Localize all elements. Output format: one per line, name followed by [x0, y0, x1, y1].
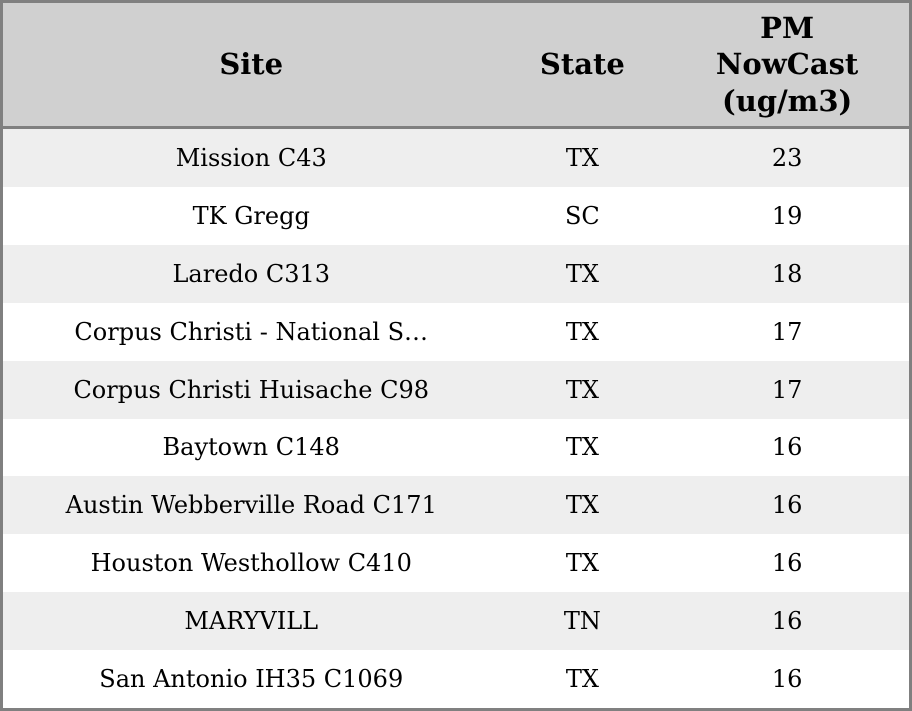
pm-value-cell: 17 [771, 317, 803, 346]
table-row: Laredo C313 TX 18 [3, 244, 909, 303]
state-cell: TX [565, 143, 599, 172]
site-cell: Austin Webberville Road C171 [65, 491, 437, 520]
site-cell: Baytown C148 [162, 433, 340, 462]
pm-value-cell: 18 [771, 259, 803, 288]
site-cell: Corpus Christi Huisache C98 [73, 375, 430, 404]
column-header-state: State [539, 47, 625, 82]
state-cell: SC [564, 201, 600, 230]
state-cell: TN [563, 607, 601, 636]
table-row: MARYVILL TN 16 [3, 592, 909, 651]
site-cell: TK Gregg [192, 201, 310, 230]
site-cell: Laredo C313 [172, 259, 331, 288]
pm-value-cell: 16 [771, 607, 803, 636]
state-cell: TX [565, 549, 599, 578]
table-row: TK Gregg SC 19 [3, 186, 909, 245]
site-cell: Mission C43 [175, 143, 327, 172]
table-header: Site State PM NowCast (ug/m3) [3, 3, 909, 129]
table-row: Baytown C148 TX 16 [3, 418, 909, 477]
table-row: Houston Westhollow C410 TX 16 [3, 534, 909, 593]
table-row: Mission C43 TX 23 [3, 129, 909, 187]
site-cell: MARYVILL [184, 607, 319, 636]
state-cell: TX [565, 433, 599, 462]
site-cell: San Antonio IH35 C1069 [99, 665, 404, 694]
state-cell: TX [565, 375, 599, 404]
state-cell: TX [565, 259, 599, 288]
pm-value-cell: 16 [771, 491, 803, 520]
table-row: Corpus Christi Huisache C98 TX 17 [3, 360, 909, 419]
table-row: Corpus Christi - National S… TX 17 [3, 302, 909, 361]
pm-value-cell: 23 [771, 143, 803, 172]
column-header-site: Site [219, 47, 284, 82]
pm-value-cell: 17 [771, 375, 803, 404]
site-cell: Houston Westhollow C410 [90, 549, 412, 578]
pm-value-cell: 16 [771, 665, 803, 694]
state-cell: TX [565, 491, 599, 520]
column-header-pm-nowcast: PM NowCast (ug/m3) [715, 10, 859, 118]
site-cell: Corpus Christi - National S… [74, 317, 429, 346]
pm-value-cell: 16 [771, 549, 803, 578]
table-row: Austin Webberville Road C171 TX 16 [3, 476, 909, 535]
table-row: San Antonio IH35 C1069 TX 16 [3, 650, 909, 708]
state-cell: TX [565, 317, 599, 346]
pm-value-cell: 19 [771, 201, 803, 230]
pm-value-cell: 16 [771, 433, 803, 462]
state-cell: TX [565, 665, 599, 694]
